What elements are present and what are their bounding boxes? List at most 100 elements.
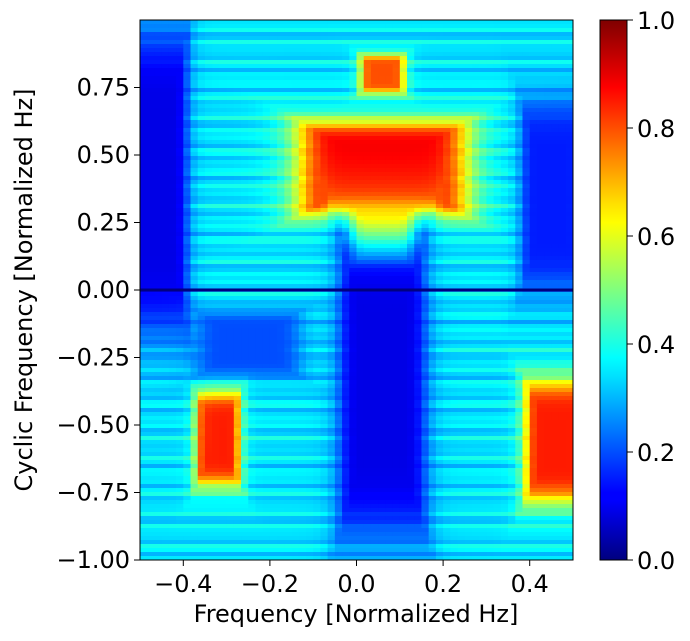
heatmap-cell	[233, 80, 242, 85]
heatmap-cell	[226, 164, 235, 169]
heatmap-cell	[479, 252, 487, 257]
heatmap-cell	[147, 332, 156, 337]
heatmap-cell	[284, 76, 293, 81]
heatmap-cell	[551, 332, 560, 337]
heatmap-cell	[248, 116, 257, 121]
heatmap-cell	[241, 20, 249, 25]
heatmap-cell	[183, 56, 192, 61]
heatmap-cell	[349, 120, 358, 125]
heatmap-cell	[464, 272, 473, 277]
heatmap-cell	[161, 284, 170, 289]
heatmap-cell	[176, 100, 184, 105]
heatmap-cell	[161, 80, 170, 85]
heatmap-cell	[565, 192, 573, 197]
heatmap-cell	[356, 348, 365, 353]
heatmap-cell	[421, 132, 430, 137]
heatmap-cell	[479, 32, 487, 37]
heatmap-cell	[536, 304, 545, 309]
heatmap-cell	[327, 212, 336, 217]
heatmap-cell	[168, 188, 177, 193]
heatmap-cell	[284, 208, 293, 213]
heatmap-cell	[190, 180, 199, 185]
heatmap-cell	[443, 44, 451, 49]
heatmap-cell	[298, 116, 307, 121]
heatmap-cell	[204, 120, 213, 125]
heatmap-cell	[212, 240, 220, 245]
heatmap-cell	[269, 304, 278, 309]
heatmap-cell	[407, 148, 415, 153]
heatmap-cell	[305, 312, 314, 317]
heatmap-cell	[529, 312, 538, 317]
heatmap-cell	[363, 268, 372, 273]
heatmap-cell	[320, 164, 329, 169]
heatmap-cell	[471, 220, 480, 225]
heatmap-cell	[378, 200, 386, 205]
heatmap-cell	[407, 328, 415, 333]
heatmap-cell	[241, 80, 249, 85]
heatmap-cell	[168, 252, 177, 257]
heatmap-cell	[349, 72, 358, 77]
heatmap-cell	[414, 240, 423, 245]
heatmap-cell	[356, 104, 365, 109]
heatmap-cell	[269, 300, 278, 305]
heatmap-cell	[255, 216, 264, 221]
heatmap-cell	[443, 180, 451, 185]
heatmap-cell	[168, 80, 177, 85]
heatmap-cell	[370, 216, 379, 221]
heatmap-cell	[241, 40, 249, 45]
heatmap-cell	[370, 52, 379, 57]
heatmap-cell	[168, 208, 177, 213]
heatmap-cell	[522, 108, 531, 113]
heatmap-cell	[464, 20, 473, 25]
heatmap-cell	[212, 132, 220, 137]
heatmap-cell	[428, 328, 437, 333]
heatmap-cell	[327, 48, 336, 53]
heatmap-cell	[428, 64, 437, 69]
heatmap-cell	[428, 304, 437, 309]
heatmap-cell	[204, 264, 213, 269]
heatmap-cell	[385, 328, 394, 333]
heatmap-cell	[219, 48, 228, 53]
heatmap-cell	[204, 136, 213, 141]
heatmap-cell	[349, 152, 358, 157]
heatmap-cell	[378, 264, 386, 269]
heatmap-cell	[241, 156, 249, 161]
heatmap-cell	[154, 312, 163, 317]
heatmap-cell	[479, 220, 487, 225]
heatmap-cell	[349, 280, 358, 285]
heatmap-cell	[183, 52, 192, 57]
heatmap-cell	[428, 80, 437, 85]
heatmap-cell	[212, 20, 220, 25]
heatmap-cell	[248, 128, 257, 133]
heatmap-cell	[399, 28, 408, 33]
heatmap-cell	[414, 208, 423, 213]
heatmap-cell	[219, 120, 228, 125]
heatmap-cell	[565, 328, 573, 333]
heatmap-cell	[233, 68, 242, 73]
heatmap-cell	[284, 304, 293, 309]
heatmap-cell	[378, 52, 386, 57]
heatmap-cell	[147, 28, 156, 33]
heatmap-cell	[284, 164, 293, 169]
heatmap-cell	[219, 68, 228, 73]
heatmap-cell	[493, 184, 502, 189]
heatmap-cell	[233, 248, 242, 253]
heatmap-cell	[443, 308, 451, 313]
heatmap-cell	[356, 256, 365, 261]
heatmap-cell	[197, 284, 206, 289]
heatmap-cell	[450, 228, 459, 233]
heatmap-cell	[522, 168, 531, 173]
heatmap-cell	[248, 20, 257, 25]
heatmap-cell	[269, 232, 278, 237]
heatmap-cell	[313, 56, 322, 61]
heatmap-cell	[536, 224, 545, 229]
heatmap-cell	[204, 172, 213, 177]
heatmap-cell	[342, 40, 350, 45]
heatmap-cell	[450, 88, 459, 93]
heatmap-cell	[428, 60, 437, 65]
heatmap-cell	[305, 284, 314, 289]
heatmap-cell	[450, 204, 459, 209]
heatmap-cell	[370, 80, 379, 85]
heatmap-cell	[176, 68, 184, 73]
heatmap-cell	[414, 48, 423, 53]
